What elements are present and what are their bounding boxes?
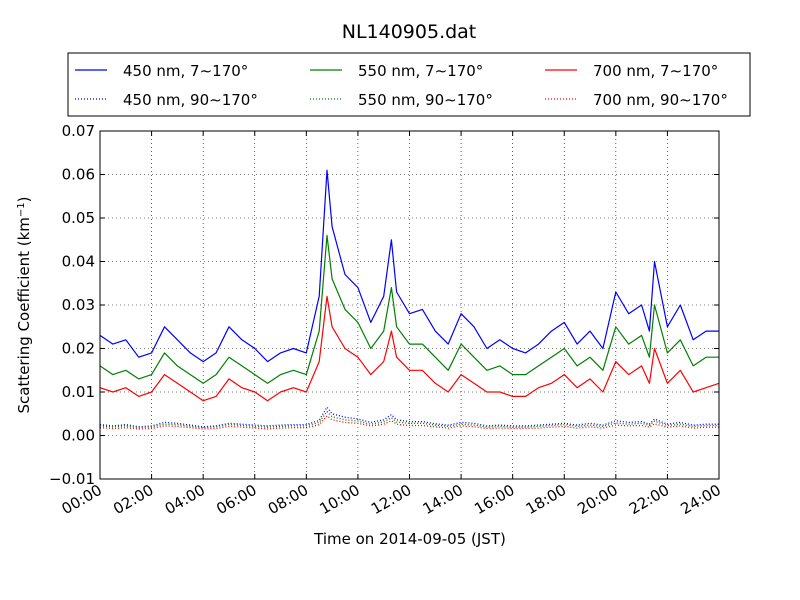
legend-label-4: 550 nm, 90∼170° — [358, 91, 493, 109]
legend-label-1: 450 nm, 7∼170° — [123, 62, 248, 80]
chart-title: NL140905.dat — [342, 21, 477, 43]
y-tick-label: 0.02 — [62, 340, 95, 358]
legend-label-2: 450 nm, 90∼170° — [123, 91, 258, 109]
legend-label-6: 700 nm, 90∼170° — [593, 91, 728, 109]
legend: 450 nm, 7∼170° 550 nm, 7∼170° 700 nm, 7∼17… — [67, 52, 751, 117]
plot-series — [99, 169, 720, 430]
y-tick-label: 0.06 — [62, 166, 95, 184]
legend-label-3: 550 nm, 7∼170° — [358, 62, 483, 80]
y-tick-label: −0.01 — [49, 470, 95, 488]
y-tick-label: 0.00 — [62, 427, 95, 445]
series-line-1 — [99, 169, 719, 363]
y-axis-label-text: Scattering Coefficient (km — [15, 217, 33, 413]
y-tick-label: 0.05 — [62, 209, 95, 227]
legend-frame — [67, 52, 751, 117]
y-axis-label-close: ) — [15, 196, 33, 202]
series-line-3 — [99, 234, 719, 384]
legend-label-5: 700 nm, 7∼170° — [593, 62, 718, 80]
y-tick-label: 0.01 — [62, 383, 95, 401]
x-axis-label: Time on 2014-09-05 (JST) — [313, 530, 506, 548]
y-tick-label: 0.04 — [62, 253, 95, 271]
series-line-4 — [99, 410, 719, 429]
y-axis-label: Scattering Coefficient (km−1) — [15, 196, 33, 413]
y-tick-label: 0.07 — [62, 122, 95, 140]
y-axis-label-superscript: −1 — [16, 202, 27, 217]
series-line-5 — [99, 295, 720, 402]
series-line-2 — [99, 406, 719, 428]
y-tick-label: 0.03 — [62, 296, 95, 314]
